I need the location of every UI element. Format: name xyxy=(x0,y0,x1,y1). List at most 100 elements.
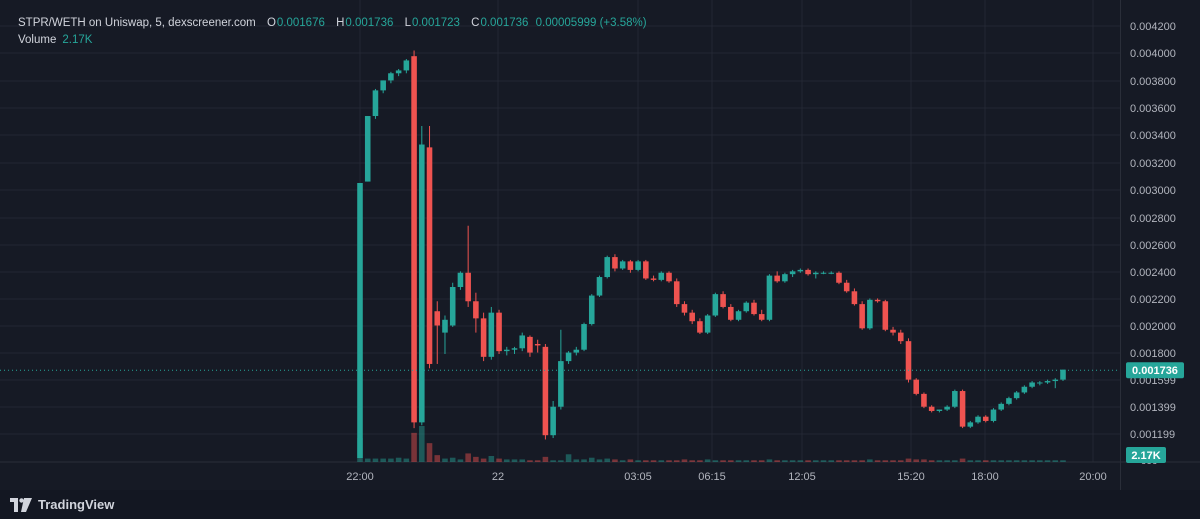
candle-body xyxy=(782,274,788,282)
candle-body xyxy=(604,257,610,278)
candle-body xyxy=(1044,381,1051,383)
volume-bar xyxy=(419,426,425,462)
candle-body xyxy=(434,311,441,326)
volume-bar xyxy=(774,460,780,462)
candle-body xyxy=(1013,392,1020,399)
volume-tag-label: 2.17K xyxy=(1131,450,1160,462)
candle-body xyxy=(666,272,672,282)
volume-bar xyxy=(975,460,981,462)
candle-body xyxy=(658,272,665,280)
candle-body xyxy=(867,299,873,329)
candle-body xyxy=(828,272,835,274)
candle-body xyxy=(488,312,495,357)
candle-body xyxy=(936,409,943,411)
high-value: 0.001736 xyxy=(345,17,394,29)
price-axis-separator xyxy=(1120,0,1121,490)
candle-body xyxy=(635,261,641,270)
candle-body xyxy=(542,346,549,436)
candle-body xyxy=(411,56,417,423)
symbol-title: STPR/WETH on Uniswap, 5, dexscreener.com xyxy=(18,17,256,29)
candle-body xyxy=(843,282,850,292)
volume-bar xyxy=(457,459,464,462)
candle-body xyxy=(426,147,433,364)
candle-body xyxy=(990,409,997,421)
candle-body xyxy=(395,70,402,74)
close-value: 0.001736 xyxy=(480,17,529,29)
volume-bar xyxy=(604,458,610,462)
volume-bar xyxy=(380,458,386,462)
candle-body xyxy=(496,312,502,352)
candle-body xyxy=(975,416,981,423)
volume-bar xyxy=(797,460,804,462)
volume-bar xyxy=(851,460,858,462)
candle-body xyxy=(944,406,950,410)
volume-bar xyxy=(565,454,572,462)
volume-bar xyxy=(813,460,819,462)
volume-bar xyxy=(1052,460,1059,462)
volume-bar xyxy=(542,456,549,462)
candle-body xyxy=(1021,386,1028,393)
low-label: L xyxy=(404,17,411,29)
volume-bar xyxy=(712,460,719,462)
y-tick-label: 0.003400 xyxy=(1130,130,1176,142)
candle-body xyxy=(982,416,989,421)
volume-bar xyxy=(465,453,471,462)
volume-bar xyxy=(751,460,757,462)
candle-body xyxy=(797,269,804,272)
volume-bar xyxy=(1013,460,1020,462)
y-tick-label: 0.003800 xyxy=(1130,76,1176,88)
volume-bar xyxy=(619,460,626,462)
volume-tag xyxy=(1126,447,1166,463)
candle-body xyxy=(364,116,371,182)
volume-bar xyxy=(527,460,533,462)
candle-body xyxy=(897,332,904,342)
y-tick-label: 0.002200 xyxy=(1130,294,1176,306)
volume-bar xyxy=(704,459,711,462)
candlestick-chart[interactable]: 0.004200 0.004000 0.003800 0.003600 0.003400… xyxy=(0,0,1200,490)
candle-body xyxy=(820,272,827,274)
candle-body xyxy=(673,281,680,305)
volume-bar xyxy=(766,459,773,462)
candle-body xyxy=(689,312,695,322)
volume-bar xyxy=(990,460,997,462)
y-tick-label: 0.004000 xyxy=(1130,48,1176,60)
candle-body xyxy=(573,349,580,353)
last-price-tag xyxy=(1126,362,1184,379)
volume-bar xyxy=(905,458,912,462)
volume-bar xyxy=(581,459,587,462)
y-tick-label: 0.001199 xyxy=(1130,429,1175,441)
volume-bar xyxy=(364,458,371,462)
volume-bar xyxy=(967,460,974,462)
candle-body xyxy=(558,361,564,407)
volume-bar xyxy=(681,459,688,462)
volume-bar xyxy=(859,460,865,462)
candle-body xyxy=(789,271,796,275)
candle-body xyxy=(1052,379,1059,382)
candle-body xyxy=(758,314,765,320)
x-tick-label: 20:00 xyxy=(1079,471,1107,483)
volume-bar xyxy=(650,460,657,462)
candle-body xyxy=(998,403,1004,410)
candle-body xyxy=(581,324,587,350)
y-tick-label: 0.004200 xyxy=(1130,21,1176,33)
volume-bar xyxy=(735,460,742,462)
candle-body xyxy=(565,352,572,362)
candle-body xyxy=(751,302,757,315)
footer-bar: TradingView xyxy=(0,490,1200,519)
candle-body xyxy=(959,391,966,427)
volume-bar xyxy=(434,455,441,462)
candle-body xyxy=(480,318,487,357)
candle-body xyxy=(913,379,920,394)
y-tick-label: 0.001399 xyxy=(1130,402,1176,414)
candle-body xyxy=(388,73,394,81)
tradingview-branding[interactable]: TradingView xyxy=(10,497,114,512)
volume-bar xyxy=(921,459,927,462)
candle-body xyxy=(449,287,456,326)
volume-bar xyxy=(867,459,873,462)
volume-bar xyxy=(426,443,433,462)
chart-panel[interactable]: 0.004200 0.004000 0.003800 0.003600 0.003400… xyxy=(0,0,1200,490)
volume-bar xyxy=(395,457,402,462)
open-label: O xyxy=(266,17,276,29)
volume-bar xyxy=(697,460,703,462)
x-tick-label: 22 xyxy=(492,471,504,483)
